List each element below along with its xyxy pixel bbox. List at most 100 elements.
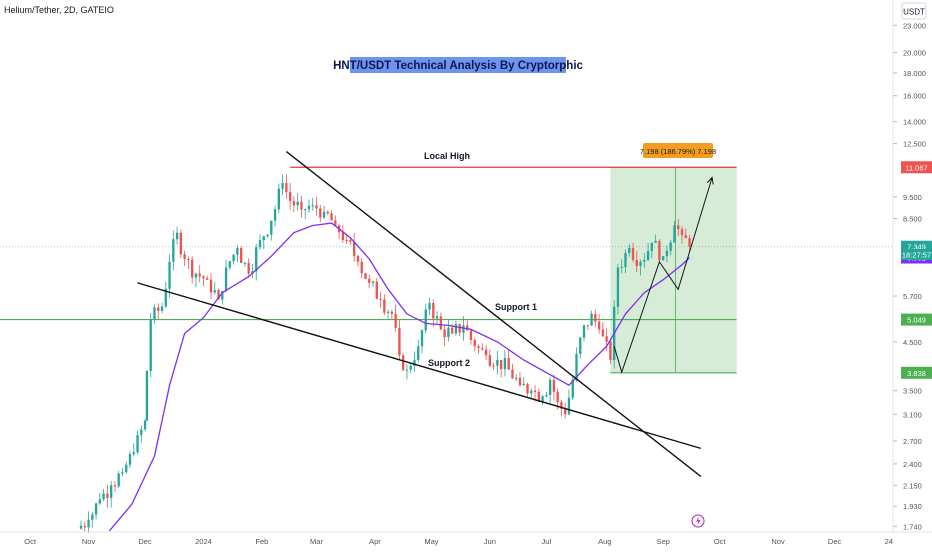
candle-body bbox=[447, 327, 450, 338]
x-tick-label: 24 bbox=[885, 537, 893, 546]
candle-body bbox=[190, 259, 194, 278]
lightning-bolt-icon bbox=[696, 516, 701, 526]
candle-body bbox=[371, 281, 375, 283]
candle-body bbox=[83, 525, 86, 528]
y-tick-label: 18.000 bbox=[903, 69, 926, 78]
price-label: 5.049 bbox=[907, 316, 926, 325]
candle-body bbox=[360, 261, 363, 274]
candle-body bbox=[221, 290, 224, 300]
candle-body bbox=[432, 302, 435, 319]
candle-body bbox=[102, 493, 105, 500]
x-tick-label: Jun bbox=[484, 537, 496, 546]
candle-body bbox=[567, 397, 571, 415]
x-tick-label: Apr bbox=[369, 537, 381, 546]
candle-body bbox=[661, 256, 665, 261]
candle-body bbox=[168, 261, 171, 289]
countdown-bg bbox=[901, 249, 932, 260]
symbol-line: Helium/Tether, 2D, GATEIO bbox=[4, 5, 114, 15]
candle-body bbox=[443, 329, 446, 338]
candle-body bbox=[496, 359, 499, 366]
x-tick-label: Oct bbox=[24, 537, 37, 546]
price-label: 7.349 bbox=[907, 243, 926, 252]
candle-body bbox=[198, 273, 201, 277]
candle-body bbox=[132, 452, 135, 455]
candle-body bbox=[281, 183, 284, 189]
candle-body bbox=[533, 390, 537, 393]
candle-body bbox=[87, 519, 90, 528]
candle-body bbox=[140, 429, 143, 436]
candle-body bbox=[597, 321, 601, 330]
candle-body bbox=[688, 238, 691, 247]
candle-body bbox=[654, 240, 657, 243]
candle-body bbox=[262, 236, 265, 241]
candle-body bbox=[556, 391, 559, 403]
x-tick-label: Jul bbox=[542, 537, 552, 546]
candle-body bbox=[658, 240, 661, 261]
candle-body bbox=[665, 250, 669, 257]
currency-label: USDT bbox=[903, 8, 925, 17]
candle-body bbox=[537, 392, 540, 402]
candle-body bbox=[164, 288, 167, 307]
candle-body bbox=[125, 464, 128, 473]
candle-body bbox=[349, 240, 352, 242]
x-tick-label: Sep bbox=[656, 537, 669, 546]
trendline[interactable] bbox=[137, 282, 702, 450]
candle-body bbox=[187, 258, 190, 260]
price-label-bg bbox=[901, 161, 932, 174]
candle-body bbox=[179, 232, 183, 255]
candle-body bbox=[217, 290, 220, 300]
y-tick-label: 2.150 bbox=[903, 481, 922, 490]
candle-body bbox=[462, 325, 465, 333]
candle-body bbox=[684, 235, 687, 239]
candle-body bbox=[202, 276, 205, 279]
candle-body bbox=[628, 248, 631, 253]
lightning-icon[interactable] bbox=[691, 514, 705, 528]
trendline[interactable] bbox=[285, 151, 702, 478]
candle-body bbox=[477, 346, 480, 349]
candle-body bbox=[586, 325, 589, 327]
candle-body bbox=[677, 225, 680, 230]
x-tick-label: 2024 bbox=[195, 537, 212, 546]
measure-label: 7.198 (186.79%) 7.198 bbox=[640, 147, 716, 156]
y-tick-label: 14.000 bbox=[903, 118, 926, 127]
projection-arrowhead-icon bbox=[707, 176, 714, 185]
candle-body bbox=[466, 325, 469, 331]
candle-body bbox=[571, 379, 574, 398]
chart-title-bg bbox=[350, 57, 566, 73]
candle-body bbox=[172, 239, 175, 262]
candle-body bbox=[481, 348, 484, 350]
candle-body bbox=[228, 261, 232, 268]
currency-badge[interactable] bbox=[901, 2, 927, 20]
candle-body bbox=[319, 208, 322, 218]
candle-body bbox=[646, 250, 650, 261]
candle-body bbox=[564, 408, 567, 415]
candle-body bbox=[484, 349, 488, 356]
candle-body bbox=[639, 261, 642, 267]
projection-path[interactable] bbox=[613, 177, 713, 374]
candle-body bbox=[224, 267, 228, 291]
candle-body bbox=[609, 341, 612, 360]
candle-body bbox=[330, 213, 333, 221]
candle-body bbox=[270, 220, 273, 235]
y-tick-label: 4.500 bbox=[903, 338, 922, 347]
y-tick-label: 5.700 bbox=[903, 292, 922, 301]
candle-body bbox=[398, 327, 401, 356]
candle-body bbox=[356, 256, 360, 262]
candle-body bbox=[213, 290, 216, 293]
candle-body bbox=[98, 499, 102, 504]
candle-body bbox=[545, 395, 548, 397]
candle-body bbox=[383, 299, 386, 313]
candle-body bbox=[582, 325, 586, 338]
candle-body bbox=[601, 329, 605, 337]
candle-body bbox=[511, 369, 514, 379]
candle-body bbox=[428, 302, 431, 310]
y-tick-label: 23.000 bbox=[903, 21, 926, 30]
y-tick-label: 8.500 bbox=[903, 214, 922, 223]
candle-body bbox=[326, 211, 329, 214]
target-box bbox=[610, 167, 737, 373]
candle-body bbox=[345, 240, 348, 242]
candle-body bbox=[458, 324, 461, 333]
candle-body bbox=[454, 324, 458, 334]
candle-body bbox=[620, 266, 623, 268]
